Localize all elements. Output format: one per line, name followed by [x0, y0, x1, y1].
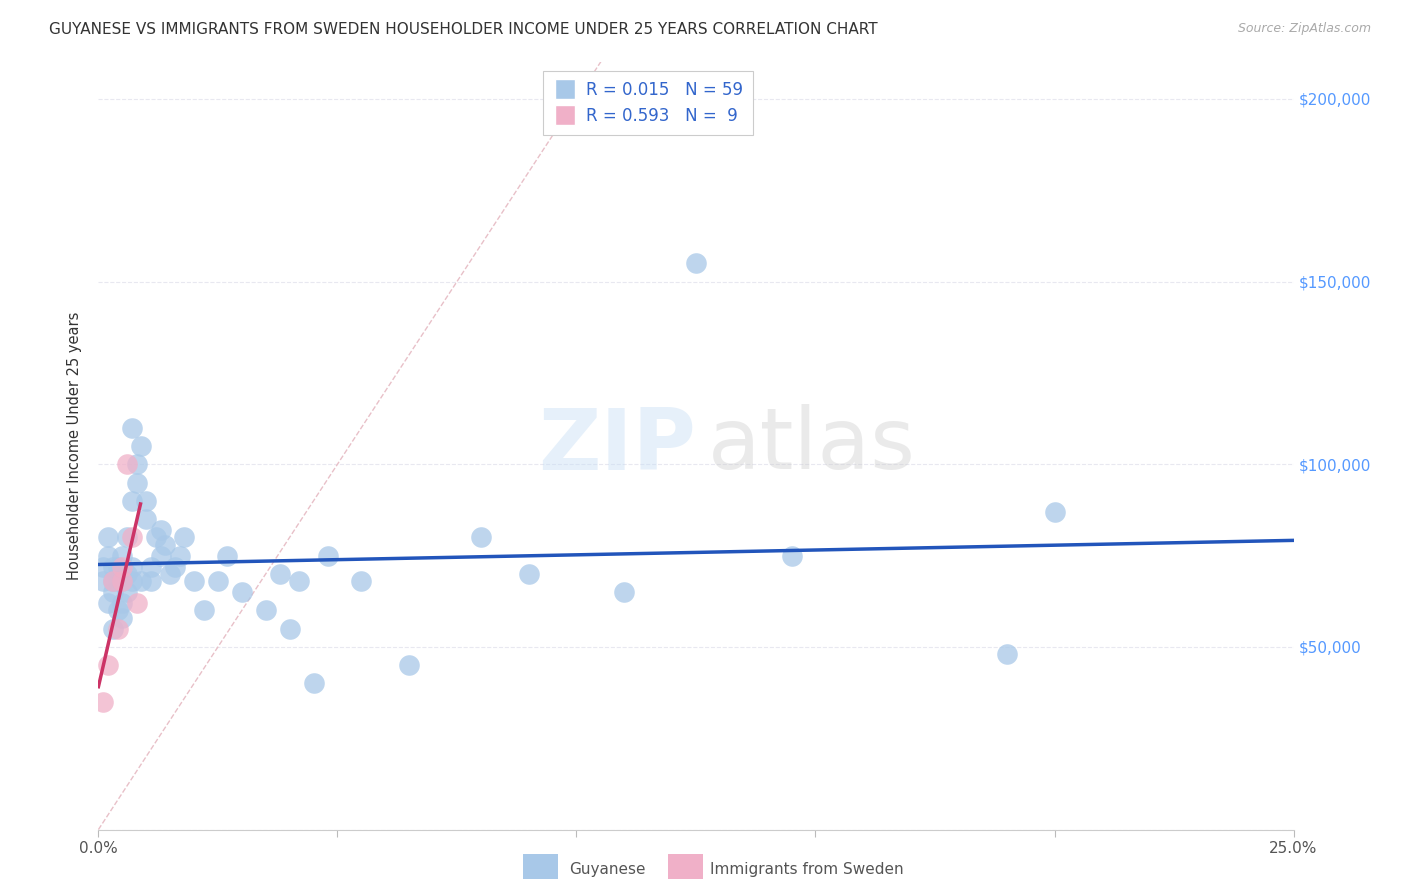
Point [613, 585, 636, 599]
Point [115, 530, 138, 544]
Point [193, 603, 215, 617]
Point [121, 530, 143, 544]
Point [139, 574, 162, 589]
Point [207, 574, 229, 589]
Point [302, 676, 325, 690]
Point [101, 574, 124, 589]
Point [135, 493, 157, 508]
Text: ZIP: ZIP [538, 404, 696, 488]
Point [111, 574, 134, 589]
Point [131, 574, 153, 589]
Point [91, 574, 114, 589]
Point [517, 566, 540, 581]
Point [125, 457, 148, 471]
Point [350, 574, 373, 589]
Point [125, 475, 148, 490]
Text: atlas: atlas [709, 404, 915, 488]
Point [115, 457, 138, 471]
Point [135, 512, 157, 526]
Point [995, 647, 1018, 661]
Point [115, 585, 138, 599]
Point [278, 622, 301, 636]
Text: GUYANESE VS IMMIGRANTS FROM SWEDEN HOUSEHOLDER INCOME UNDER 25 YEARS CORRELATION: GUYANESE VS IMMIGRANTS FROM SWEDEN HOUSE… [49, 22, 877, 37]
Point [115, 566, 138, 581]
Point [217, 549, 239, 563]
Point [97, 549, 120, 563]
Text: Guyanese: Guyanese [569, 863, 645, 877]
Point [1043, 505, 1066, 519]
Point [97, 658, 120, 673]
Y-axis label: Householder Income Under 25 years: Householder Income Under 25 years [67, 312, 83, 580]
Point [685, 256, 707, 270]
Point [101, 622, 124, 636]
Point [145, 530, 167, 544]
Point [470, 530, 492, 544]
Point [121, 559, 143, 574]
Point [316, 549, 339, 563]
Point [111, 559, 134, 574]
Point [780, 549, 803, 563]
Point [101, 559, 124, 574]
Legend: R = 0.015   N = 59, R = 0.593   N =  9: R = 0.015 N = 59, R = 0.593 N = 9 [543, 70, 754, 135]
Point [231, 585, 253, 599]
Point [155, 538, 177, 552]
Point [125, 596, 148, 610]
Point [159, 566, 181, 581]
Point [139, 559, 162, 574]
Point [111, 549, 134, 563]
Point [111, 574, 134, 589]
Point [121, 574, 143, 589]
Point [398, 658, 420, 673]
Text: Immigrants from Sweden: Immigrants from Sweden [710, 863, 904, 877]
Point [163, 559, 186, 574]
Point [97, 530, 120, 544]
Point [111, 610, 134, 624]
Point [107, 574, 129, 589]
Point [97, 596, 120, 610]
Point [121, 421, 143, 435]
Point [173, 530, 195, 544]
Point [149, 523, 172, 537]
Point [107, 603, 129, 617]
Point [101, 585, 124, 599]
Point [91, 695, 114, 709]
Point [131, 439, 153, 453]
Point [111, 596, 134, 610]
Text: Source: ZipAtlas.com: Source: ZipAtlas.com [1237, 22, 1371, 36]
Point [91, 559, 114, 574]
Point [107, 559, 129, 574]
Point [288, 574, 311, 589]
Point [169, 549, 191, 563]
Point [149, 549, 172, 563]
Point [101, 574, 124, 589]
Point [254, 603, 277, 617]
Point [183, 574, 205, 589]
Point [107, 622, 129, 636]
Point [121, 493, 143, 508]
Point [269, 566, 291, 581]
